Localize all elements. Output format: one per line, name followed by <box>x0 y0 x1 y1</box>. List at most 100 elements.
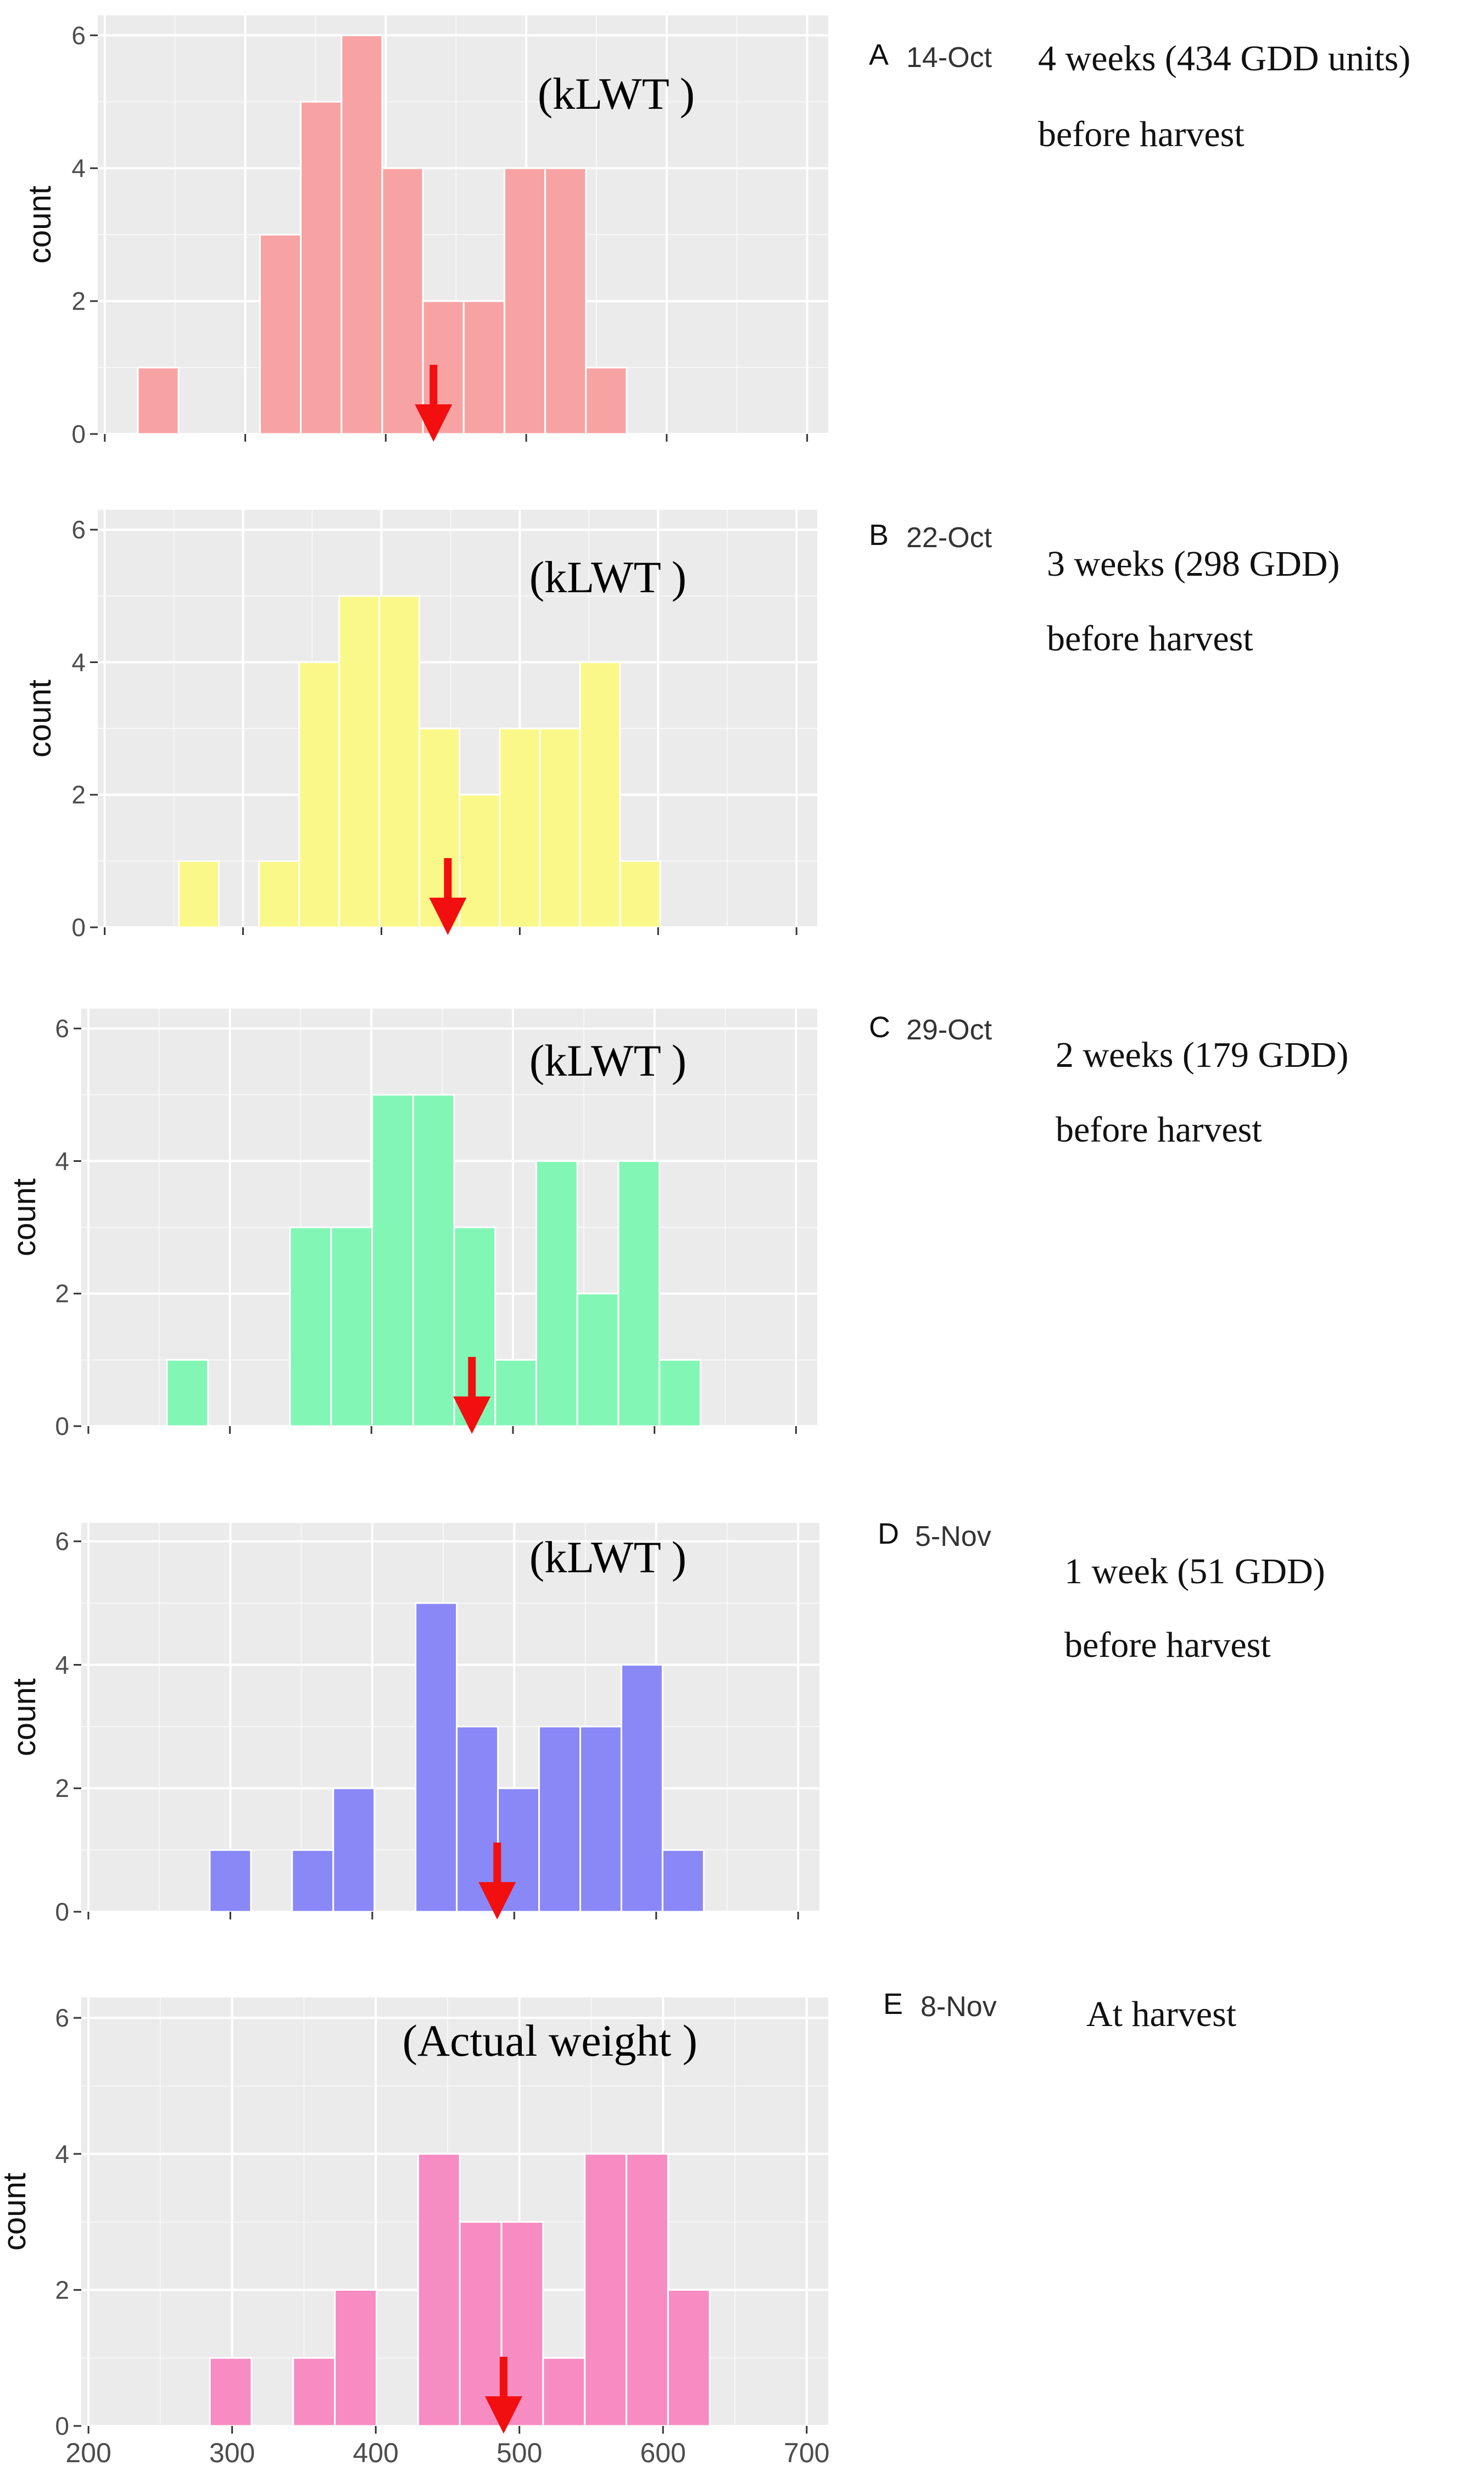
histogram-bar <box>292 2357 336 2427</box>
y-tick-label: 0 <box>55 1412 69 1440</box>
y-tick-label: 0 <box>71 420 86 448</box>
description-line-2: before harvest <box>1047 619 1253 659</box>
histogram-bar <box>415 1602 458 1913</box>
histogram-bar <box>619 860 661 928</box>
description-line-2: before harvest <box>1064 1625 1271 1665</box>
y-tick-label: 2 <box>55 1774 69 1802</box>
x-tick-label: 400 <box>353 2437 398 2468</box>
histogram-bar <box>462 300 505 435</box>
y-tick-label: 6 <box>55 2003 69 2032</box>
mean-arrow-shaft <box>468 1357 476 1401</box>
mean-arrow <box>478 1843 516 1919</box>
y-tick-label: 6 <box>55 1527 69 1556</box>
histogram-bar <box>166 1359 209 1427</box>
histogram-bar <box>499 727 541 928</box>
y-tick-label: 6 <box>71 515 86 544</box>
y-tick-label: 4 <box>71 648 86 676</box>
y-axis-title: count <box>22 680 58 758</box>
histogram-bar <box>417 2153 461 2427</box>
y-tick-label: 4 <box>55 2140 69 2168</box>
histogram-bar <box>542 2357 586 2427</box>
y-tick-label: 4 <box>71 154 86 182</box>
histogram-bar <box>298 661 341 928</box>
histogram-bar <box>209 1849 252 1913</box>
histogram-bar <box>412 1094 455 1427</box>
x-tick-label: 200 <box>65 2437 111 2468</box>
inset-label: (kLWT ) <box>529 1036 687 1086</box>
histogram-bar <box>381 167 424 435</box>
panel-date: 5-Nov <box>915 1521 991 1552</box>
mean-arrow-head <box>478 1882 516 1919</box>
x-tick-label: 600 <box>640 2437 686 2468</box>
mean-arrow-shaft <box>493 1843 501 1886</box>
histogram-bar <box>539 727 581 928</box>
y-tick-label: 0 <box>55 2412 69 2440</box>
description-line-1: 4 weeks (434 GDD units) <box>1038 38 1410 79</box>
y-tick-label: 2 <box>55 2275 69 2304</box>
mean-arrow-head <box>429 898 467 935</box>
x-tick-label: 700 <box>784 2437 829 2468</box>
mean-arrow <box>484 2357 522 2434</box>
y-tick-label: 6 <box>71 21 86 49</box>
mean-arrow-shaft <box>429 365 438 409</box>
y-axis-title: count <box>7 1678 42 1756</box>
histogram-bar <box>579 1726 622 1913</box>
histogram-bar <box>659 1359 701 1427</box>
histogram-bar <box>500 2221 544 2427</box>
histogram-bar <box>538 1726 581 1913</box>
histogram-bar <box>503 167 546 435</box>
panel-letter: A <box>869 38 889 71</box>
y-axis-title: count <box>22 186 58 264</box>
panel-letter: D <box>878 1517 899 1550</box>
y-axis-title: count <box>0 2173 32 2251</box>
panel-date: 14-Oct <box>906 42 992 74</box>
panel-letter: E <box>883 1988 903 2021</box>
histogram-bar <box>330 1226 373 1427</box>
inset-label: (kLWT ) <box>538 69 695 119</box>
histogram-bar <box>258 860 300 928</box>
histogram-bar <box>494 1359 537 1427</box>
inset-label: (kLWT ) <box>529 552 687 602</box>
histogram-bar <box>626 2153 669 2427</box>
mean-arrow-shaft <box>499 2357 507 2401</box>
y-tick-label: 0 <box>71 913 86 942</box>
y-tick-label: 4 <box>55 1650 69 1679</box>
panel-date: 8-Nov <box>920 1991 997 2023</box>
y-axis-title: count <box>7 1178 42 1256</box>
panel-date: 29-Oct <box>906 1014 992 1046</box>
mean-arrow <box>453 1357 491 1434</box>
histogram-bar <box>332 1787 376 1913</box>
description-line-2: before harvest <box>1038 114 1245 154</box>
mean-arrow-head <box>453 1396 491 1434</box>
description-line-1: At harvest <box>1086 1994 1236 2034</box>
histogram-bar <box>585 366 628 435</box>
y-tick-label: 6 <box>55 1014 69 1043</box>
mean-arrow-head <box>415 404 453 442</box>
inset-label: (kLWT ) <box>529 1532 687 1582</box>
panel-date: 22-Oct <box>906 522 992 554</box>
panel-letter: C <box>869 1011 890 1044</box>
histogram-bar <box>419 727 461 928</box>
histogram-bar <box>617 1160 661 1427</box>
y-tick-label: 4 <box>55 1147 69 1175</box>
histogram-bar <box>579 661 621 928</box>
x-tick-label: 300 <box>209 2437 255 2468</box>
panel-letter: B <box>869 519 889 552</box>
histogram-bar <box>661 1849 705 1913</box>
histogram-bar <box>544 167 587 435</box>
histogram-bar <box>456 1726 499 1913</box>
histogram-bar <box>291 1849 334 1913</box>
histogram-bar <box>576 1293 620 1427</box>
description-line-2: before harvest <box>1056 1110 1262 1150</box>
histogram-bar <box>620 1663 663 1913</box>
histogram-bar <box>459 2221 503 2427</box>
histogram-bar <box>338 595 381 928</box>
x-tick-label: 500 <box>496 2437 542 2468</box>
histogram-bar <box>137 366 180 435</box>
histogram-bar <box>378 595 421 928</box>
histogram-bar <box>584 2153 628 2427</box>
y-tick-label: 2 <box>71 781 86 809</box>
y-tick-label: 0 <box>55 1897 69 1926</box>
mean-arrow <box>429 858 467 935</box>
